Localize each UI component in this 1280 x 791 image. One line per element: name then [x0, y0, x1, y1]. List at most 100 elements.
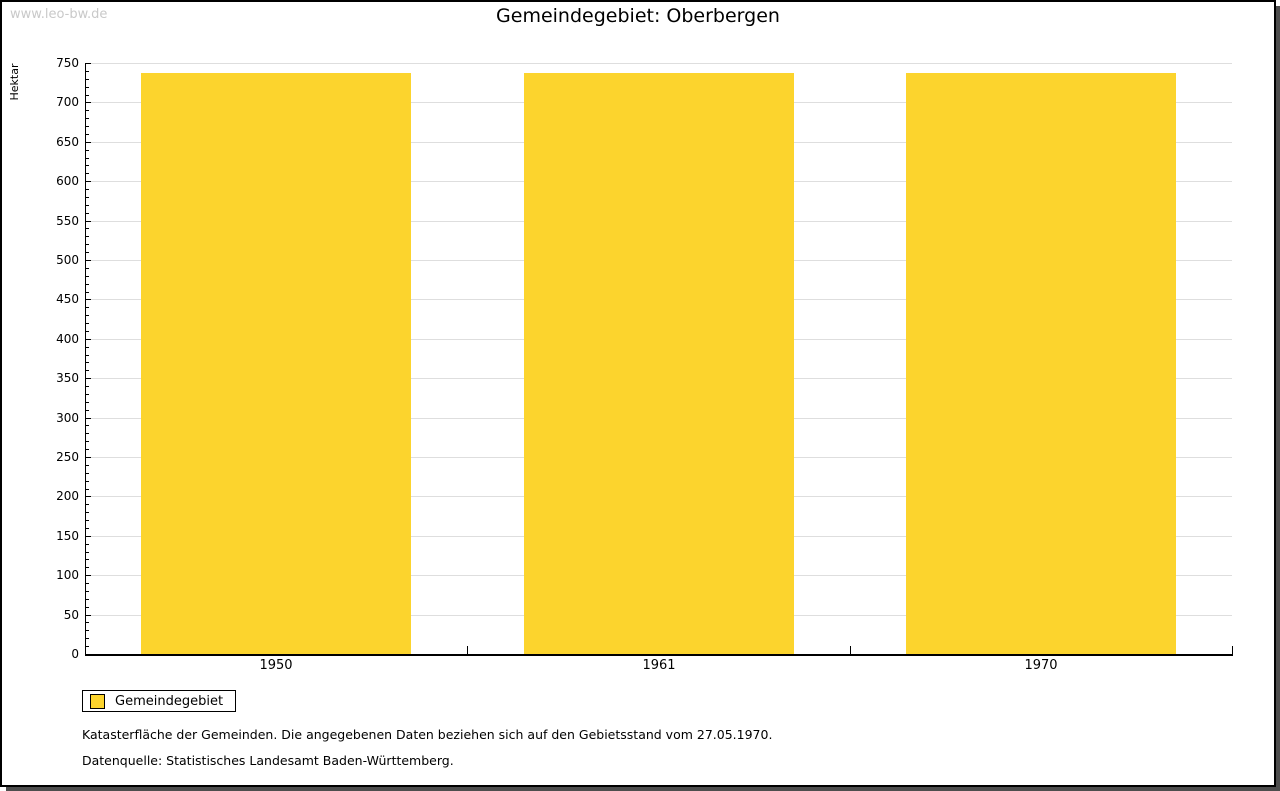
- y-minor-tick-230: [85, 473, 89, 474]
- y-tick-label-450: 450: [56, 292, 79, 306]
- y-major-tick-150: [85, 536, 91, 537]
- y-major-tick-400: [85, 339, 91, 340]
- y-minor-tick-90: [85, 583, 89, 584]
- y-minor-tick-420: [85, 323, 89, 324]
- legend-label: Gemeindegebiet: [115, 693, 224, 709]
- y-tick-label-500: 500: [56, 253, 79, 267]
- y-minor-tick-310: [85, 410, 89, 411]
- y-minor-tick-380: [85, 355, 89, 356]
- y-major-tick-350: [85, 378, 91, 379]
- y-minor-tick-160: [85, 528, 89, 529]
- y-tick-label-550: 550: [56, 214, 79, 228]
- y-minor-tick-540: [85, 228, 89, 229]
- y-minor-tick-590: [85, 189, 89, 190]
- y-tick-label-200: 200: [56, 489, 79, 503]
- bar-1961: [524, 73, 794, 654]
- y-tick-label-150: 150: [56, 529, 79, 543]
- y-minor-tick-640: [85, 150, 89, 151]
- y-minor-tick-140: [85, 544, 89, 545]
- y-major-tick-250: [85, 457, 91, 458]
- y-major-tick-100: [85, 575, 91, 576]
- y-minor-tick-290: [85, 425, 89, 426]
- gridline-750: [86, 63, 1232, 64]
- y-major-tick-200: [85, 496, 91, 497]
- y-minor-tick-480: [85, 276, 89, 277]
- y-tick-label-0: 0: [71, 647, 79, 661]
- watermark-leo-bw: www.leo-bw.de: [10, 7, 108, 22]
- y-minor-tick-130: [85, 552, 89, 553]
- y-tick-label-350: 350: [56, 371, 79, 385]
- y-major-tick-450: [85, 299, 91, 300]
- y-major-tick-300: [85, 418, 91, 419]
- y-minor-tick-470: [85, 284, 89, 285]
- y-tick-label-700: 700: [56, 95, 79, 109]
- bar-1950: [141, 73, 411, 654]
- y-minor-tick-410: [85, 331, 89, 332]
- y-tick-label-300: 300: [56, 411, 79, 425]
- y-tick-label-400: 400: [56, 332, 79, 346]
- y-minor-tick-110: [85, 567, 89, 568]
- y-tick-label-100: 100: [56, 568, 79, 582]
- y-tick-label-650: 650: [56, 135, 79, 149]
- y-minor-tick-490: [85, 268, 89, 269]
- y-minor-tick-220: [85, 481, 89, 482]
- x-axis-line: [85, 654, 1233, 656]
- y-minor-tick-370: [85, 362, 89, 363]
- y-major-tick-50: [85, 615, 91, 616]
- y-axis-title: Hektar: [8, 63, 21, 101]
- y-minor-tick-240: [85, 465, 89, 466]
- y-axis-line: [85, 63, 86, 654]
- footnote-source-note: Katasterfläche der Gemeinden. Die angege…: [82, 727, 773, 742]
- y-minor-tick-560: [85, 213, 89, 214]
- y-minor-tick-680: [85, 118, 89, 119]
- y-minor-tick-510: [85, 252, 89, 253]
- y-minor-tick-180: [85, 512, 89, 513]
- y-minor-tick-80: [85, 591, 89, 592]
- y-minor-tick-270: [85, 441, 89, 442]
- y-minor-tick-120: [85, 559, 89, 560]
- y-minor-tick-730: [85, 79, 89, 80]
- y-minor-tick-620: [85, 165, 89, 166]
- y-major-tick-700: [85, 102, 91, 103]
- legend-swatch-gemeindegebiet: [90, 693, 105, 709]
- frame-shadow-bottom: [6, 787, 1276, 791]
- y-major-tick-600: [85, 181, 91, 182]
- x-tick-label-1970: 1970: [1024, 658, 1058, 673]
- y-minor-tick-40: [85, 622, 89, 623]
- y-minor-tick-70: [85, 599, 89, 600]
- y-major-tick-550: [85, 221, 91, 222]
- y-minor-tick-520: [85, 244, 89, 245]
- x-tick-label-1961: 1961: [642, 658, 676, 673]
- y-minor-tick-580: [85, 197, 89, 198]
- y-major-tick-650: [85, 142, 91, 143]
- y-minor-tick-740: [85, 71, 89, 72]
- y-minor-tick-190: [85, 504, 89, 505]
- y-minor-tick-630: [85, 158, 89, 159]
- y-tick-label-600: 600: [56, 174, 79, 188]
- y-minor-tick-170: [85, 520, 89, 521]
- y-major-tick-500: [85, 260, 91, 261]
- y-minor-tick-60: [85, 607, 89, 608]
- y-tick-label-50: 50: [63, 608, 79, 622]
- legend-box: Gemeindegebiet: [82, 690, 237, 712]
- y-minor-tick-660: [85, 134, 89, 135]
- y-minor-tick-360: [85, 370, 89, 371]
- frame-shadow-right: [1276, 6, 1280, 791]
- y-minor-tick-390: [85, 347, 89, 348]
- y-minor-tick-460: [85, 292, 89, 293]
- y-tick-label-750: 750: [56, 56, 79, 70]
- x-boundary-tick-3: [1232, 646, 1233, 654]
- bar-1970: [906, 73, 1176, 654]
- y-minor-tick-260: [85, 449, 89, 450]
- y-minor-tick-20: [85, 638, 89, 639]
- y-major-tick-750: [85, 63, 91, 64]
- y-minor-tick-670: [85, 126, 89, 127]
- y-minor-tick-710: [85, 95, 89, 96]
- y-minor-tick-210: [85, 489, 89, 490]
- y-minor-tick-340: [85, 386, 89, 387]
- y-minor-tick-10: [85, 646, 89, 647]
- footnote-data-source: Datenquelle: Statistisches Landesamt Bad…: [82, 753, 454, 768]
- y-minor-tick-430: [85, 315, 89, 316]
- y-minor-tick-720: [85, 87, 89, 88]
